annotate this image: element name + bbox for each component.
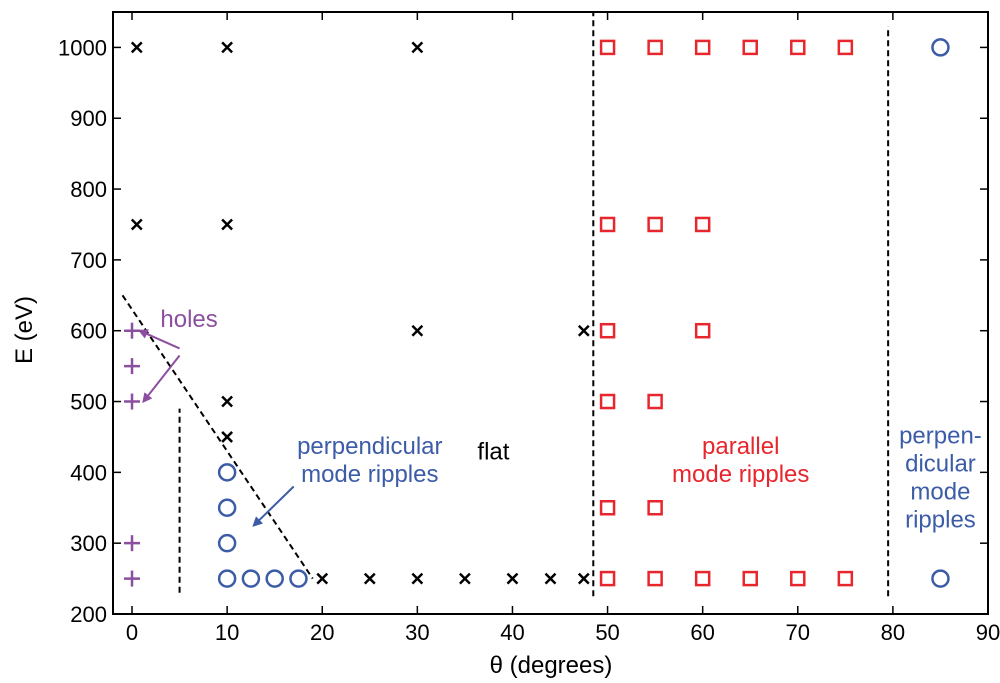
x-marker [544,572,557,585]
x-tick-label: 90 [976,620,1000,645]
x-marker [411,41,424,54]
square-marker [742,39,758,56]
annotation-flat: flat [477,439,509,466]
x-tick-label: 80 [881,620,905,645]
boundary-line [121,294,314,580]
x-tick-label: 70 [786,620,810,645]
x-marker [363,572,376,585]
square-marker [742,570,758,587]
square-marker [837,570,854,587]
x-marker [411,572,424,585]
square-marker [599,570,616,587]
square-marker [599,393,616,410]
x-marker [506,572,519,585]
x-marker [411,324,424,337]
annotation-line: flat [477,439,509,466]
square-marker [694,570,711,587]
x-axis-label: θ (degrees) [490,652,613,679]
x-tick-label: 10 [215,620,239,645]
x-tick-label: 0 [126,620,138,645]
x-tick-label: 50 [595,620,619,645]
annotation-line: mode ripples [672,461,809,488]
annotation-arrow [252,485,295,527]
annotation-line: parallel [702,433,779,460]
x-axis-ticks: 0 10 20 30 40 50 60 70 80 90 [126,12,1000,645]
square-marker [647,500,663,516]
annotation-line: mode ripples [301,461,438,488]
square-marker [694,322,711,339]
x-marker [221,41,234,54]
circle-marker [289,569,308,588]
plus-marker [124,322,141,339]
x-tick-label: 60 [690,620,714,645]
regime-boundaries [121,12,890,597]
square-marker [599,216,616,233]
y-tick-label: 200 [70,602,107,627]
x-marker [130,41,143,54]
square-marker [647,216,663,233]
annotation-perpendicular-right: perpen-dicular mode ripples [899,422,982,533]
annotation-arrow [137,329,180,350]
annotation-parallel: parallel mode ripples [672,433,809,488]
y-tick-label: 300 [70,531,107,556]
y-axis-ticks: 200 300 400 500 600 700 800 900 1000 [58,35,988,627]
circle-marker [217,569,237,588]
square-marker [694,39,711,56]
annotation-line: mode [910,478,970,505]
x-marker [316,572,329,585]
y-tick-label: 1000 [58,35,107,60]
square-marker [599,39,616,56]
x-tick-label: 40 [500,620,524,645]
x-marker [221,431,234,443]
plus-marker [124,570,141,587]
annotation-line: dicular [905,450,976,477]
square-marker [599,500,616,516]
plot-border [112,11,989,615]
y-axis-label: E (eV) [11,296,38,364]
x-tick-label: 20 [310,620,334,645]
x-marker [221,218,234,231]
annotation-holes: holes [160,306,217,333]
x-marker [577,572,590,585]
square-marker [837,39,854,56]
circle-marker [217,533,237,553]
circle-marker [241,569,261,588]
y-tick-label: 800 [70,177,107,202]
square-marker [790,39,806,56]
annotation-arrow [142,354,181,404]
plot-area [112,11,989,615]
annotation-line: perpen- [899,422,982,449]
x-marker [577,324,590,337]
annotation-line: perpendicular [297,433,442,460]
y-tick-label: 400 [70,460,107,485]
circle-marker [931,569,950,588]
square-marker [647,39,663,56]
plus-marker [124,358,141,375]
circle-marker [217,498,237,518]
square-marker [599,322,616,339]
annotation-line: holes [160,306,217,333]
plus-marker [124,393,141,410]
data-markers [124,38,950,588]
circle-marker [265,569,284,588]
square-marker [694,216,711,233]
plus-marker [124,535,141,552]
y-tick-label: 600 [70,319,107,344]
annotation-line: ripples [905,506,976,533]
circle-marker [217,463,237,482]
y-tick-label: 900 [70,106,107,131]
annotation-perpendicular-left: perpendicular mode ripples [297,433,442,488]
x-marker [459,572,471,585]
y-tick-label: 700 [70,248,107,273]
x-marker [130,218,143,231]
square-marker [647,570,663,587]
y-tick-label: 500 [70,390,107,415]
x-tick-label: 30 [405,620,429,645]
x-marker [221,395,234,408]
square-marker [790,570,806,587]
circle-marker [931,38,950,57]
square-marker [647,393,663,410]
